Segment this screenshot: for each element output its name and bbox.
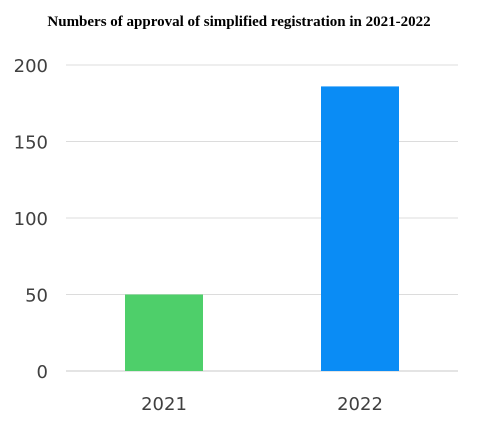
x-axis-tick-labels: 2021 2022 bbox=[141, 394, 383, 415]
y-axis-tick-labels: 0 50 100 150 200 bbox=[14, 56, 48, 383]
bar-2022 bbox=[321, 86, 399, 372]
y-tick-label: 50 bbox=[25, 286, 48, 307]
chart-title: Numbers of approval of simplified regist… bbox=[47, 14, 431, 30]
gridlines bbox=[66, 64, 458, 372]
x-tick-label: 2021 bbox=[141, 394, 187, 415]
bars bbox=[125, 86, 399, 372]
y-tick-label: 100 bbox=[14, 209, 48, 230]
y-tick-label: 150 bbox=[14, 133, 48, 154]
bar-2021 bbox=[125, 294, 203, 371]
y-tick-label: 200 bbox=[14, 56, 48, 77]
x-tick-label: 2022 bbox=[337, 394, 383, 415]
y-tick-label: 0 bbox=[37, 362, 48, 383]
